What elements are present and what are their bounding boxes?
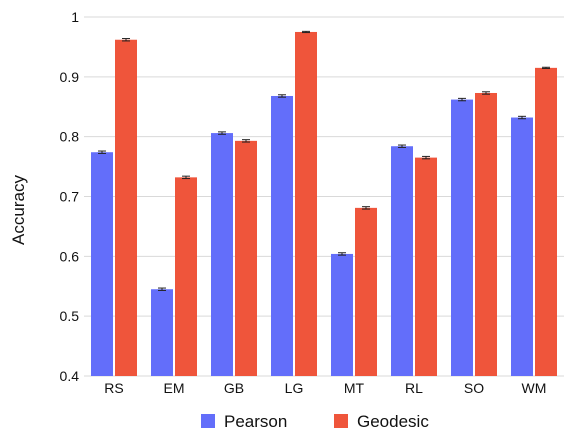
y-tick-label: 0.8 xyxy=(60,129,80,145)
error-bars xyxy=(98,30,550,291)
x-tick-label: EM xyxy=(164,380,185,396)
legend-item-geodesic[interactable]: Geodesic xyxy=(334,412,429,431)
bar-pearson-so xyxy=(451,99,473,376)
legend-label: Pearson xyxy=(224,412,287,431)
y-tick-label: 1 xyxy=(71,9,79,25)
x-tick-label: SO xyxy=(464,380,484,396)
bar-geodesic-wm xyxy=(535,67,557,376)
legend-label: Geodesic xyxy=(357,412,429,431)
x-tick-label: LG xyxy=(285,380,304,396)
x-tick-label: GB xyxy=(224,380,244,396)
y-tick-label: 0.6 xyxy=(60,248,80,264)
y-tick-label: 0.5 xyxy=(60,308,80,324)
bar-geodesic-lg xyxy=(295,31,317,376)
x-tick-label: MT xyxy=(344,380,365,396)
x-tick-label: RS xyxy=(104,380,123,396)
x-tick-label: WM xyxy=(522,380,547,396)
bar-pearson-wm xyxy=(511,117,533,377)
bar-geodesic-rl xyxy=(415,157,437,376)
y-tick-label: 0.7 xyxy=(60,189,80,205)
y-axis-ticks: 0.4 0.5 0.6 0.7 0.8 0.9 1 xyxy=(60,9,80,384)
bar-geodesic-em xyxy=(175,177,197,376)
bar-geodesic-rs xyxy=(115,39,137,377)
bar-geodesic-gb xyxy=(235,140,257,376)
x-tick-label: RL xyxy=(405,380,423,396)
bar-pearson-lg xyxy=(271,95,293,376)
bar-pearson-gb xyxy=(211,133,233,376)
bar-geodesic-so xyxy=(475,92,497,376)
bar-pearson-rs xyxy=(91,152,113,376)
y-axis-label: Accuracy xyxy=(9,175,28,245)
bar-pearson-em xyxy=(151,289,173,376)
bar-pearson-mt xyxy=(331,253,353,376)
bar-pearson-rl xyxy=(391,146,413,376)
y-tick-label: 0.4 xyxy=(60,368,80,384)
x-axis-ticks: RS EM GB LG MT RL SO WM xyxy=(104,380,546,396)
legend-swatch xyxy=(334,414,348,428)
bar-geodesic-mt xyxy=(355,207,377,376)
legend-item-pearson[interactable]: Pearson xyxy=(201,412,287,431)
y-tick-label: 0.9 xyxy=(60,69,80,85)
bars xyxy=(91,31,557,377)
legend-swatch xyxy=(201,414,215,428)
legend[interactable]: Pearson Geodesic xyxy=(201,412,429,431)
